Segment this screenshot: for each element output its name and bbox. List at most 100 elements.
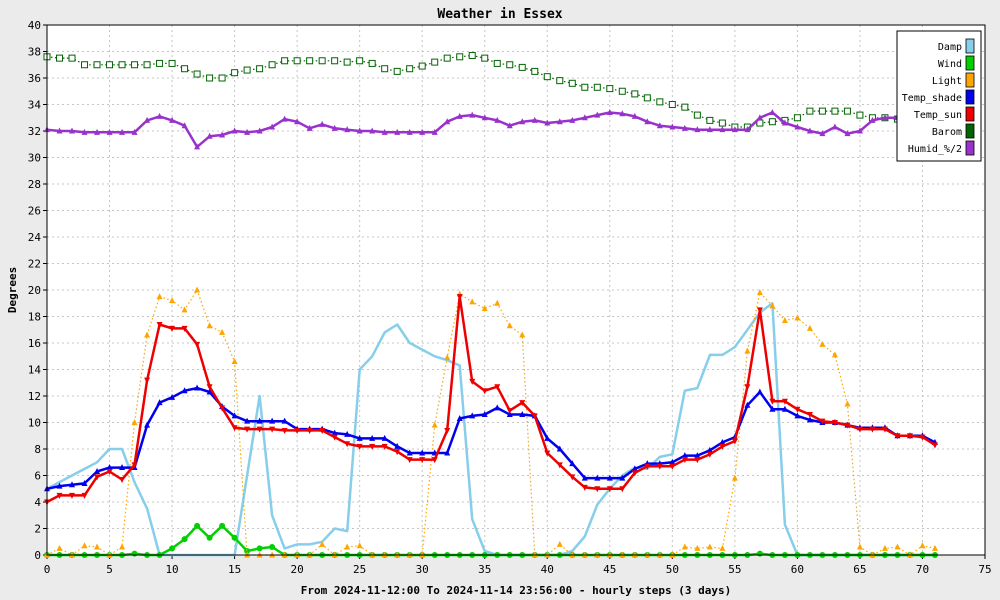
data-point bbox=[206, 534, 213, 541]
data-point bbox=[318, 57, 326, 65]
y-axis-label: Degrees bbox=[6, 267, 19, 313]
data-point bbox=[831, 123, 838, 130]
data-point bbox=[56, 544, 63, 551]
data-point bbox=[756, 289, 763, 296]
data-point bbox=[769, 302, 776, 309]
legend-swatch bbox=[965, 89, 975, 105]
data-point bbox=[781, 405, 788, 412]
data-point bbox=[794, 314, 801, 321]
data-point bbox=[244, 417, 251, 424]
data-point bbox=[281, 427, 288, 434]
data-point bbox=[369, 127, 376, 134]
data-point bbox=[593, 83, 601, 91]
plot-frame bbox=[46, 24, 986, 556]
data-point bbox=[606, 474, 613, 481]
data-point bbox=[869, 426, 876, 433]
data-point bbox=[569, 474, 576, 481]
data-point bbox=[281, 115, 288, 122]
data-point bbox=[681, 103, 689, 111]
data-point bbox=[769, 405, 776, 412]
data-point bbox=[81, 479, 88, 486]
data-point bbox=[81, 542, 88, 549]
data-point bbox=[394, 449, 401, 456]
data-point bbox=[194, 384, 201, 391]
data-point bbox=[818, 107, 826, 115]
data-point bbox=[481, 114, 488, 121]
data-point bbox=[256, 426, 263, 433]
data-point bbox=[719, 443, 726, 450]
y-tick-label: 28 bbox=[28, 178, 41, 191]
data-point bbox=[706, 446, 713, 453]
data-point bbox=[131, 462, 138, 469]
data-point bbox=[556, 540, 563, 547]
data-point bbox=[631, 465, 638, 472]
data-point bbox=[869, 116, 876, 123]
data-point bbox=[744, 347, 751, 354]
data-point bbox=[756, 388, 763, 395]
data-point bbox=[831, 420, 838, 426]
y-tick-label: 20 bbox=[28, 284, 41, 297]
data-point bbox=[419, 449, 426, 456]
data-point bbox=[281, 417, 288, 424]
data-point bbox=[106, 469, 113, 476]
data-point bbox=[556, 445, 563, 452]
data-point bbox=[643, 94, 651, 102]
series-temp-sun bbox=[44, 294, 938, 506]
data-point bbox=[806, 107, 814, 115]
data-point bbox=[906, 433, 913, 440]
y-tick-label: 30 bbox=[28, 152, 41, 165]
data-point bbox=[94, 468, 101, 475]
data-point bbox=[269, 417, 276, 424]
data-point bbox=[68, 54, 76, 62]
x-tick-label: 60 bbox=[791, 563, 804, 576]
data-point bbox=[731, 126, 738, 133]
x-tick-label: 65 bbox=[853, 563, 866, 576]
data-point bbox=[81, 492, 88, 499]
y-tick-label: 34 bbox=[28, 99, 42, 112]
data-point bbox=[344, 126, 351, 133]
data-point bbox=[131, 128, 138, 135]
data-point bbox=[131, 550, 138, 557]
data-point bbox=[194, 286, 201, 293]
data-point bbox=[406, 457, 413, 464]
data-point bbox=[94, 128, 101, 135]
data-point bbox=[681, 457, 688, 464]
y-tick-label: 32 bbox=[28, 125, 41, 138]
data-point bbox=[293, 57, 301, 65]
data-point bbox=[756, 550, 763, 557]
legend-swatch bbox=[965, 123, 975, 139]
data-point bbox=[669, 463, 676, 470]
data-point bbox=[706, 543, 713, 550]
data-point bbox=[594, 486, 601, 493]
data-point bbox=[606, 108, 613, 115]
data-point bbox=[206, 132, 213, 139]
data-point bbox=[494, 384, 501, 391]
data-point bbox=[719, 544, 726, 551]
data-point bbox=[831, 107, 839, 115]
data-point bbox=[681, 452, 688, 459]
data-point bbox=[706, 116, 714, 124]
legend-swatch bbox=[965, 72, 975, 88]
data-point bbox=[569, 460, 576, 467]
data-point bbox=[381, 65, 389, 73]
y-tick-label: 16 bbox=[28, 337, 41, 350]
data-point bbox=[393, 67, 401, 75]
data-point bbox=[769, 108, 776, 115]
data-point bbox=[556, 118, 563, 125]
data-point bbox=[556, 77, 564, 85]
data-point bbox=[206, 388, 213, 395]
data-point bbox=[93, 61, 101, 69]
data-point bbox=[856, 426, 863, 433]
data-point bbox=[794, 406, 801, 413]
data-point bbox=[219, 405, 226, 412]
series-humid-2 bbox=[44, 108, 938, 150]
data-point bbox=[531, 116, 538, 123]
data-point bbox=[856, 543, 863, 550]
data-point bbox=[56, 127, 63, 134]
data-point bbox=[694, 544, 701, 551]
data-point bbox=[844, 422, 851, 429]
data-point bbox=[344, 430, 351, 437]
legend-label: Temp_shade bbox=[902, 93, 962, 104]
data-point bbox=[731, 474, 738, 481]
